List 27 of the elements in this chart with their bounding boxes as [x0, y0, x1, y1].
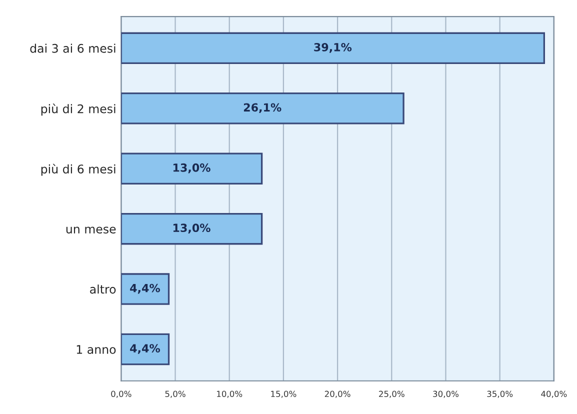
- data-label: 26,1%: [244, 103, 282, 114]
- data-label: 13,0%: [173, 224, 210, 234]
- bar: [121, 273, 170, 305]
- bar: [121, 212, 263, 245]
- y-tick-label: più di 6 mesi: [41, 164, 116, 176]
- bar: [121, 92, 404, 124]
- x-tick-label: 10,0%: [217, 390, 242, 398]
- data-label: 4,4%: [130, 284, 160, 294]
- bar: [121, 152, 263, 184]
- x-tick-label: 30,0%: [433, 390, 459, 398]
- x-tick-label: 20,0%: [324, 390, 350, 398]
- data-label: 13,0%: [173, 163, 210, 174]
- bar: [121, 32, 546, 64]
- data-label: 4,4%: [130, 344, 160, 354]
- x-tick-label: 35,0%: [487, 390, 513, 398]
- x-tick-label: 25,0%: [379, 390, 404, 398]
- x-tick-label: 40,0%: [541, 390, 567, 398]
- x-tick-label: 5,0%: [165, 390, 186, 398]
- bar: [121, 333, 170, 366]
- y-tick-label: altro: [90, 284, 116, 294]
- x-tick-label: 0,0%: [111, 390, 132, 398]
- y-tick-label: un mese: [66, 226, 116, 234]
- data-label: 39,1%: [314, 42, 352, 53]
- y-tick-label: più di 2 mesi: [41, 104, 116, 116]
- y-tick-label: dai 3 ai 6 mesi: [30, 44, 116, 53]
- x-tick-label: 15,0%: [271, 390, 296, 398]
- y-tick-label: 1 anno: [76, 345, 116, 354]
